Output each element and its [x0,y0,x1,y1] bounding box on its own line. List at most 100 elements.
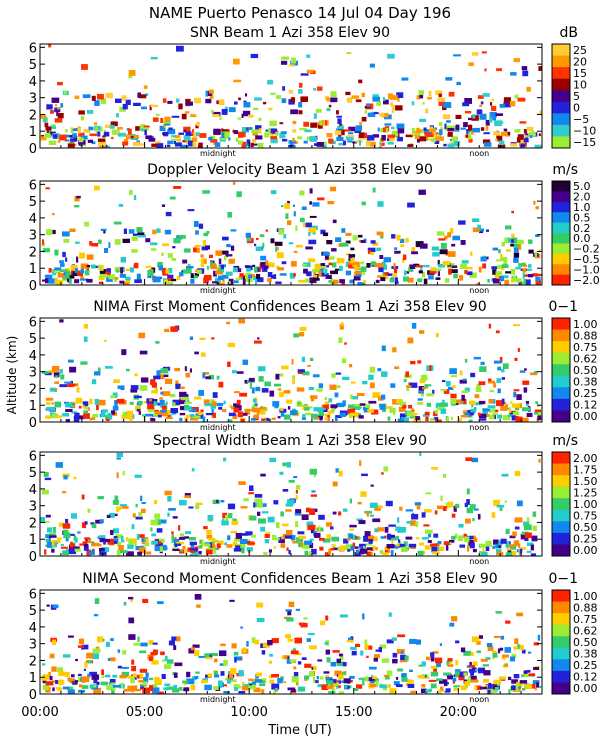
heatmap-cells [40,44,542,148]
heatmap-cell [203,526,208,530]
heatmap-cell [399,660,408,663]
heatmap-cell [384,406,393,409]
heatmap-cell [472,218,480,223]
heatmap-cell [497,414,503,419]
heatmap-cell [271,674,279,678]
heatmap-cell [230,530,238,534]
heatmap-cell [257,277,264,283]
heatmap-cell [511,679,518,684]
heatmap-cell [528,249,534,254]
heatmap-cell [192,141,197,147]
heatmap-cell [324,120,328,126]
heatmap-cell [396,92,404,98]
heatmap-cell [176,98,180,103]
heatmap-cell [109,679,116,683]
heatmap-cell [313,407,319,412]
heatmap-cell [187,547,193,552]
colorbar-frame [551,589,571,695]
heatmap-cell [212,281,219,284]
heatmap-cell [172,548,180,551]
heatmap-cell [474,685,478,691]
heatmap-cell [428,531,432,538]
heatmap-cell [131,665,137,672]
heatmap-cell [130,385,139,390]
heatmap-cell [131,659,135,665]
heatmap-cell [519,552,523,556]
heatmap-cell [387,53,395,59]
heatmap-cell [200,409,204,413]
heatmap-cell [384,547,390,554]
heatmap-cell [395,544,399,549]
heatmap-cell [237,412,243,418]
heatmap-cell [133,141,140,147]
heatmap-cell [97,536,101,539]
heatmap-cell [142,687,150,694]
heatmap-cell [352,542,356,549]
heatmap-cell [338,470,343,477]
heatmap-cell [431,246,440,251]
heatmap-cell [204,684,212,691]
heatmap-cell [238,131,244,138]
heatmap-cell [262,101,267,105]
heatmap-cell [310,494,317,497]
heatmap-cell [82,401,89,407]
heatmap-cell [272,401,280,407]
heatmap-cell [165,378,173,384]
heatmap-cell [198,390,204,396]
heatmap-cell [411,132,418,136]
colorbar-swatch [552,212,570,223]
heatmap-cell [534,144,542,148]
y-tick-label: 1 [29,262,37,277]
colorbar-swatch [552,78,570,91]
heatmap-cell [113,277,119,280]
heatmap-cell [299,688,304,691]
heatmap-cell [295,489,298,494]
heatmap-cell [513,389,520,392]
heatmap-cell [293,476,298,479]
heatmap-cell [279,122,284,125]
heatmap-cell [359,548,364,555]
heatmap-cell [452,677,457,682]
heatmap-cell [306,69,314,73]
heatmap-cell [493,539,499,545]
heatmap-cell [62,413,69,417]
heatmap-cell [447,232,452,238]
heatmap-cell [475,668,478,672]
heatmap-cell [254,266,258,273]
heatmap-cell [256,237,259,240]
colorbar-swatch [552,243,570,255]
heatmap-cell [90,264,96,269]
heatmap-cell [358,132,365,138]
heatmap-cell [187,209,195,212]
heatmap-cell [498,140,505,145]
heatmap-cell [248,678,255,682]
heatmap-cell [157,601,164,605]
heatmap-cell [538,458,541,463]
y-tick-label: 4 [29,75,37,90]
day-marker-noon: noon [469,695,489,704]
heatmap-cell [514,517,523,523]
heatmap-cell [238,97,241,101]
heatmap-cell [428,90,432,97]
heatmap-cell [218,650,227,657]
heatmap-cell [280,412,285,417]
colorbar-swatch [552,253,570,265]
heatmap-cell [439,403,442,407]
heatmap-cell [251,418,256,421]
heatmap-cell [228,412,236,417]
heatmap-cell [147,270,154,276]
heatmap-cell [307,524,316,531]
heatmap-cell [91,417,96,420]
heatmap-cell [479,552,482,556]
heatmap-cell [440,402,448,407]
heatmap-cell [478,635,483,639]
panel-1: SNR Beam 1 Azi 358 Elev 90 dB0123456midni… [29,25,597,158]
heatmap-cell [387,547,391,553]
heatmap-cell [417,398,423,401]
heatmap-cell [190,114,197,118]
heatmap-cell [299,128,307,131]
heatmap-cell [429,271,437,274]
heatmap-cell [159,399,165,405]
heatmap-cell [298,279,306,283]
heatmap-cell [462,102,470,107]
